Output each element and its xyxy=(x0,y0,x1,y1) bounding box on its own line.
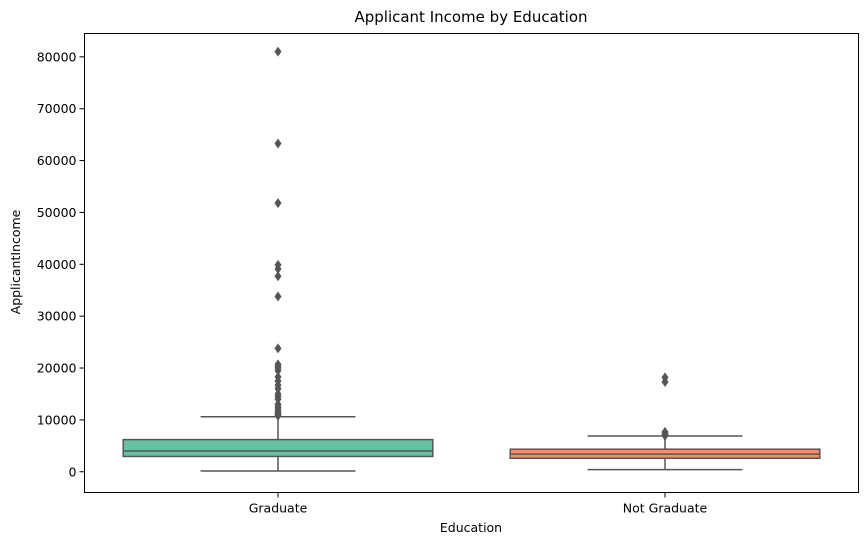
x-tick-label: Not Graduate xyxy=(623,501,708,516)
y-tick-label: 70000 xyxy=(37,101,77,116)
outlier-point xyxy=(274,371,282,382)
outlier-point xyxy=(274,388,282,399)
box-iqr xyxy=(122,438,434,458)
outlier-point xyxy=(274,259,282,270)
outlier-point xyxy=(661,372,669,383)
box-group-graduate xyxy=(122,46,434,472)
y-tick-label: 80000 xyxy=(37,49,77,64)
x-tick-label: Graduate xyxy=(249,501,308,516)
y-axis-title: ApplicantIncome xyxy=(8,209,23,314)
x-axis-title: Education xyxy=(440,520,502,535)
outlier-point xyxy=(274,138,282,149)
plot-frame xyxy=(84,33,859,493)
outlier-point xyxy=(274,198,282,209)
plot-area xyxy=(122,46,821,472)
x-axis: Graduate Not Graduate xyxy=(249,492,708,516)
y-tick-label: 40000 xyxy=(37,257,77,272)
outlier-point xyxy=(274,291,282,302)
y-tick-label: 60000 xyxy=(37,153,77,168)
box-group-not-graduate xyxy=(509,372,821,471)
outlier-point xyxy=(274,46,282,57)
chart-title: Applicant Income by Education xyxy=(354,8,587,26)
y-tick-label: 50000 xyxy=(37,205,77,220)
y-tick-label: 0 xyxy=(69,464,77,479)
outlier-point xyxy=(274,359,282,370)
outlier-point xyxy=(661,426,669,437)
y-axis: 0 10000 20000 30000 40000 50000 60000 70000 8000… xyxy=(37,49,85,479)
outlier-point xyxy=(274,271,282,282)
y-tick-label: 30000 xyxy=(37,309,77,324)
outlier-point xyxy=(274,399,282,410)
y-tick-label: 10000 xyxy=(37,412,77,427)
y-tick-label: 20000 xyxy=(37,361,77,376)
outlier-point xyxy=(274,343,282,354)
